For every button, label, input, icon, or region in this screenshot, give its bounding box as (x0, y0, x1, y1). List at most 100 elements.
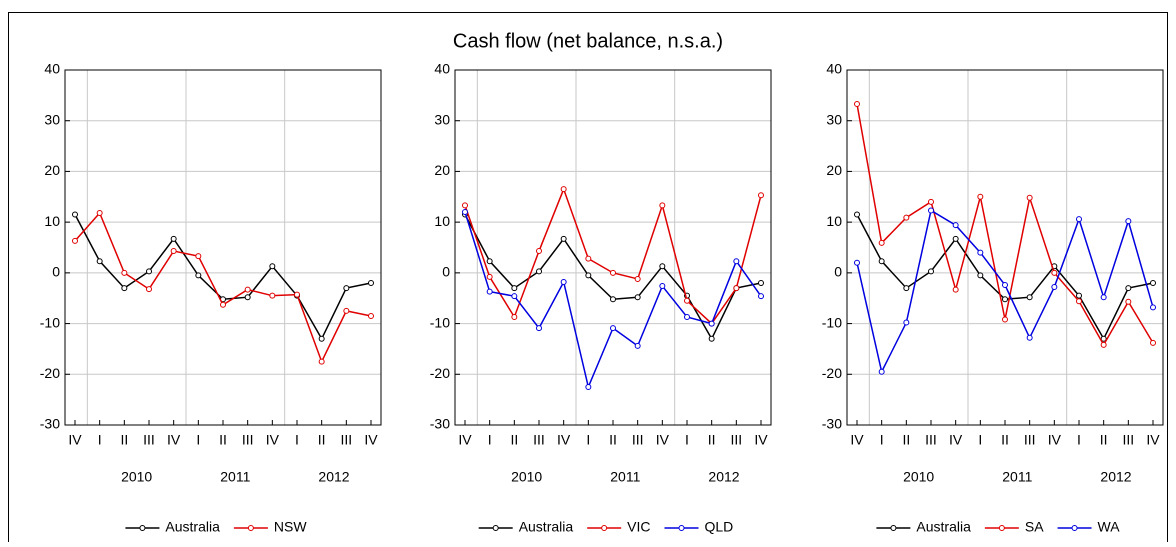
year-label: 2010 (903, 469, 934, 485)
y-tick-label: 20 (44, 162, 60, 178)
x-tick-label: I (978, 432, 982, 448)
point (462, 202, 468, 209)
point (1026, 294, 1033, 301)
point (684, 313, 690, 320)
x-tick-label: II (1100, 432, 1108, 448)
point (343, 307, 350, 314)
legend-marker (678, 525, 685, 531)
point (511, 285, 518, 292)
point (170, 235, 177, 242)
point (536, 325, 542, 332)
point (195, 253, 202, 260)
point (585, 255, 592, 262)
legend-label: Australia (519, 519, 574, 535)
legend-marker (1071, 525, 1078, 531)
point (659, 263, 666, 270)
point (952, 286, 959, 293)
plot-frame (846, 69, 1164, 426)
point (220, 301, 226, 308)
point (610, 325, 616, 332)
y-tick-label: -20 (822, 365, 842, 381)
y-tick-label: 20 (826, 162, 842, 178)
x-tick-label: III (730, 432, 742, 448)
y-tick-label: -10 (40, 314, 60, 330)
point (1076, 216, 1082, 223)
point (684, 297, 690, 304)
x-tick-label: II (708, 432, 716, 448)
legend-marker (890, 525, 897, 531)
y-tick-label: 10 (44, 213, 60, 229)
x-tick-label: IV (850, 432, 864, 448)
point (610, 269, 616, 276)
year-label: 2011 (610, 469, 640, 485)
y-tick-label: 20 (434, 162, 450, 178)
y-tick-label: 10 (434, 213, 450, 229)
legend-label: VIC (627, 519, 650, 535)
legend-marker (601, 525, 608, 531)
point (1051, 269, 1058, 276)
x-tick-label: IV (167, 432, 181, 448)
x-tick-label: III (1122, 432, 1134, 448)
point (1002, 316, 1008, 323)
point (121, 285, 128, 292)
plot-frame (64, 69, 382, 426)
point (269, 263, 276, 270)
y-tick-label: 0 (442, 264, 450, 280)
point (854, 211, 860, 218)
y-tick-label: 40 (434, 61, 450, 77)
point (1002, 296, 1008, 303)
x-tick-label: III (143, 432, 155, 448)
point (244, 286, 251, 293)
point (1076, 292, 1082, 299)
point (170, 248, 177, 255)
point (903, 285, 910, 292)
point (758, 280, 764, 286)
legend-label: SA (1025, 519, 1044, 535)
point (536, 248, 542, 255)
x-tick-label: III (340, 432, 352, 448)
year-label: 2012 (318, 469, 349, 485)
point (659, 202, 666, 209)
point (146, 286, 152, 293)
year-label: 2011 (1002, 469, 1032, 485)
point (1026, 194, 1033, 201)
point (610, 296, 616, 303)
x-tick-label: IV (68, 432, 82, 448)
x-tick-label: III (632, 432, 644, 448)
point (1051, 284, 1058, 291)
point (294, 291, 300, 298)
y-tick-label: -30 (40, 416, 60, 432)
year-label: 2010 (121, 469, 152, 485)
x-tick-label: I (98, 432, 102, 448)
point (585, 272, 592, 279)
point (903, 214, 910, 221)
point (1100, 335, 1107, 342)
y-tick-label: 30 (826, 111, 842, 127)
point (952, 235, 959, 242)
point (560, 278, 567, 285)
y-tick-label: 0 (52, 264, 60, 280)
x-tick-label: IV (949, 432, 963, 448)
point (928, 207, 934, 214)
point (1150, 339, 1156, 346)
legend-marker (492, 525, 499, 531)
year-label: 2012 (1100, 469, 1131, 485)
y-tick-label: -20 (40, 365, 60, 381)
point (878, 258, 885, 265)
point (560, 186, 567, 193)
point (659, 283, 666, 290)
y-tick-label: 40 (826, 61, 842, 77)
point (878, 239, 885, 246)
point (854, 100, 860, 107)
x-tick-label: IV (1048, 432, 1062, 448)
x-tick-label: II (318, 432, 326, 448)
legend-label: Australia (165, 519, 220, 535)
y-tick-label: -10 (430, 314, 450, 330)
y-tick-label: -30 (822, 416, 842, 432)
x-tick-label: I (488, 432, 492, 448)
point (1002, 282, 1008, 289)
point (1125, 285, 1132, 292)
y-tick-label: -30 (430, 416, 450, 432)
x-tick-label: II (120, 432, 128, 448)
x-tick-label: I (685, 432, 689, 448)
